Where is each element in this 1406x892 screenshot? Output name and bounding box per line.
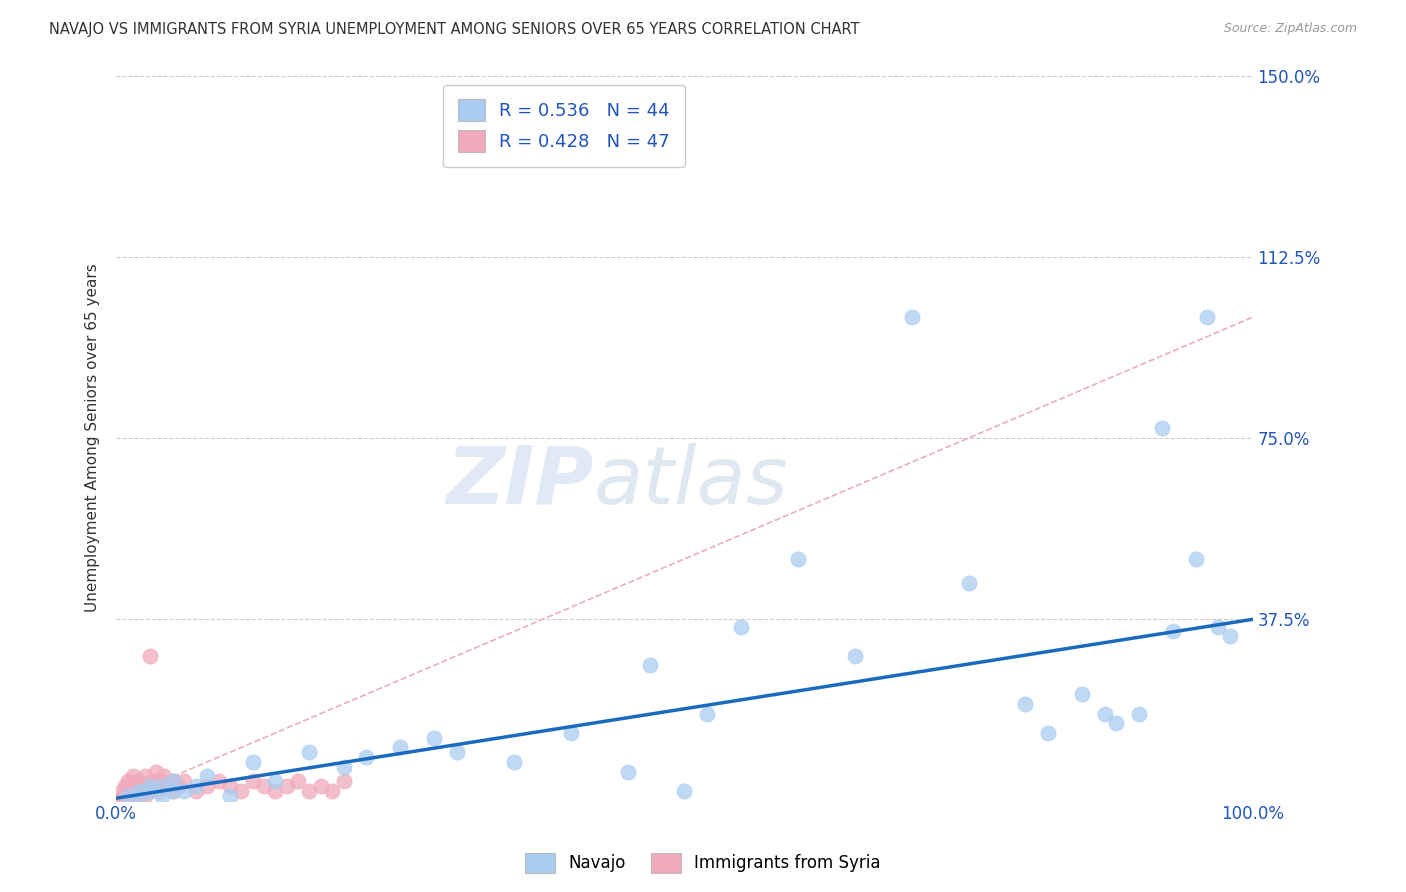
Point bbox=[207, 774, 229, 789]
Point bbox=[162, 774, 184, 789]
Point bbox=[162, 784, 184, 798]
Point bbox=[139, 779, 162, 793]
Point bbox=[111, 784, 134, 798]
Point bbox=[242, 774, 264, 789]
Point bbox=[128, 789, 150, 803]
Point bbox=[128, 784, 150, 798]
Point bbox=[195, 779, 218, 793]
Point bbox=[560, 726, 582, 740]
Point bbox=[142, 774, 165, 789]
Point bbox=[298, 745, 321, 759]
Point bbox=[253, 779, 276, 793]
Point bbox=[139, 784, 162, 798]
Point bbox=[129, 784, 152, 798]
Point bbox=[321, 784, 343, 798]
Point bbox=[900, 310, 922, 325]
Point bbox=[276, 779, 298, 793]
Point bbox=[616, 764, 638, 779]
Point bbox=[184, 779, 207, 793]
Point bbox=[1071, 687, 1094, 701]
Point bbox=[264, 784, 287, 798]
Point bbox=[114, 779, 136, 793]
Point bbox=[153, 769, 176, 783]
Text: NAVAJO VS IMMIGRANTS FROM SYRIA UNEMPLOYMENT AMONG SENIORS OVER 65 YEARS CORRELA: NAVAJO VS IMMIGRANTS FROM SYRIA UNEMPLOY… bbox=[49, 22, 859, 37]
Point bbox=[125, 784, 148, 798]
Point bbox=[195, 769, 218, 783]
Point bbox=[145, 764, 167, 779]
Point bbox=[1219, 629, 1241, 643]
Point bbox=[730, 619, 752, 633]
Point bbox=[1014, 697, 1036, 711]
Point bbox=[957, 576, 980, 591]
Point bbox=[696, 706, 718, 721]
Point bbox=[150, 789, 173, 803]
Point bbox=[117, 789, 139, 803]
Point bbox=[1197, 310, 1219, 325]
Text: Source: ZipAtlas.com: Source: ZipAtlas.com bbox=[1223, 22, 1357, 36]
Point bbox=[184, 784, 207, 798]
Point bbox=[117, 789, 139, 803]
Point bbox=[332, 760, 354, 774]
Point bbox=[640, 658, 662, 673]
Point bbox=[118, 789, 141, 803]
Point bbox=[134, 789, 156, 803]
Point bbox=[332, 774, 354, 789]
Legend: Navajo, Immigrants from Syria: Navajo, Immigrants from Syria bbox=[519, 847, 887, 880]
Point bbox=[446, 745, 468, 759]
Point bbox=[139, 784, 162, 798]
Point bbox=[136, 779, 159, 793]
Point bbox=[787, 552, 810, 566]
Point bbox=[156, 779, 179, 793]
Point bbox=[167, 779, 190, 793]
Point bbox=[503, 755, 526, 769]
Point bbox=[148, 784, 170, 798]
Point bbox=[219, 779, 242, 793]
Legend: R = 0.536   N = 44, R = 0.428   N = 47: R = 0.536 N = 44, R = 0.428 N = 47 bbox=[443, 85, 685, 167]
Point bbox=[287, 774, 309, 789]
Point bbox=[122, 779, 145, 793]
Point bbox=[354, 750, 377, 764]
Point bbox=[128, 779, 150, 793]
Point bbox=[150, 779, 173, 793]
Point bbox=[1161, 624, 1184, 639]
Text: atlas: atlas bbox=[593, 442, 789, 521]
Point bbox=[162, 784, 184, 798]
Point bbox=[264, 774, 287, 789]
Point bbox=[150, 779, 173, 793]
Point bbox=[120, 784, 142, 798]
Point bbox=[117, 784, 139, 798]
Point bbox=[173, 774, 195, 789]
Point bbox=[134, 769, 156, 783]
Point bbox=[389, 740, 412, 755]
Point bbox=[219, 789, 242, 803]
Point bbox=[173, 784, 195, 798]
Point bbox=[242, 755, 264, 769]
Point bbox=[112, 789, 135, 803]
Point bbox=[128, 789, 150, 803]
Point bbox=[423, 731, 446, 745]
Point bbox=[150, 774, 173, 789]
Point bbox=[309, 779, 332, 793]
Point bbox=[673, 784, 696, 798]
Point bbox=[1150, 421, 1173, 435]
Point bbox=[1184, 552, 1206, 566]
Point bbox=[122, 769, 145, 783]
Text: ZIP: ZIP bbox=[446, 442, 593, 521]
Y-axis label: Unemployment Among Seniors over 65 years: Unemployment Among Seniors over 65 years bbox=[86, 264, 100, 613]
Point bbox=[231, 784, 253, 798]
Point bbox=[1128, 706, 1150, 721]
Point bbox=[1105, 716, 1128, 731]
Point bbox=[162, 774, 184, 789]
Point bbox=[1036, 726, 1059, 740]
Point bbox=[1094, 706, 1116, 721]
Point bbox=[298, 784, 321, 798]
Point bbox=[1208, 619, 1230, 633]
Point bbox=[145, 779, 167, 793]
Point bbox=[117, 774, 139, 789]
Point bbox=[139, 648, 162, 663]
Point bbox=[108, 789, 131, 803]
Point bbox=[128, 774, 150, 789]
Point bbox=[844, 648, 866, 663]
